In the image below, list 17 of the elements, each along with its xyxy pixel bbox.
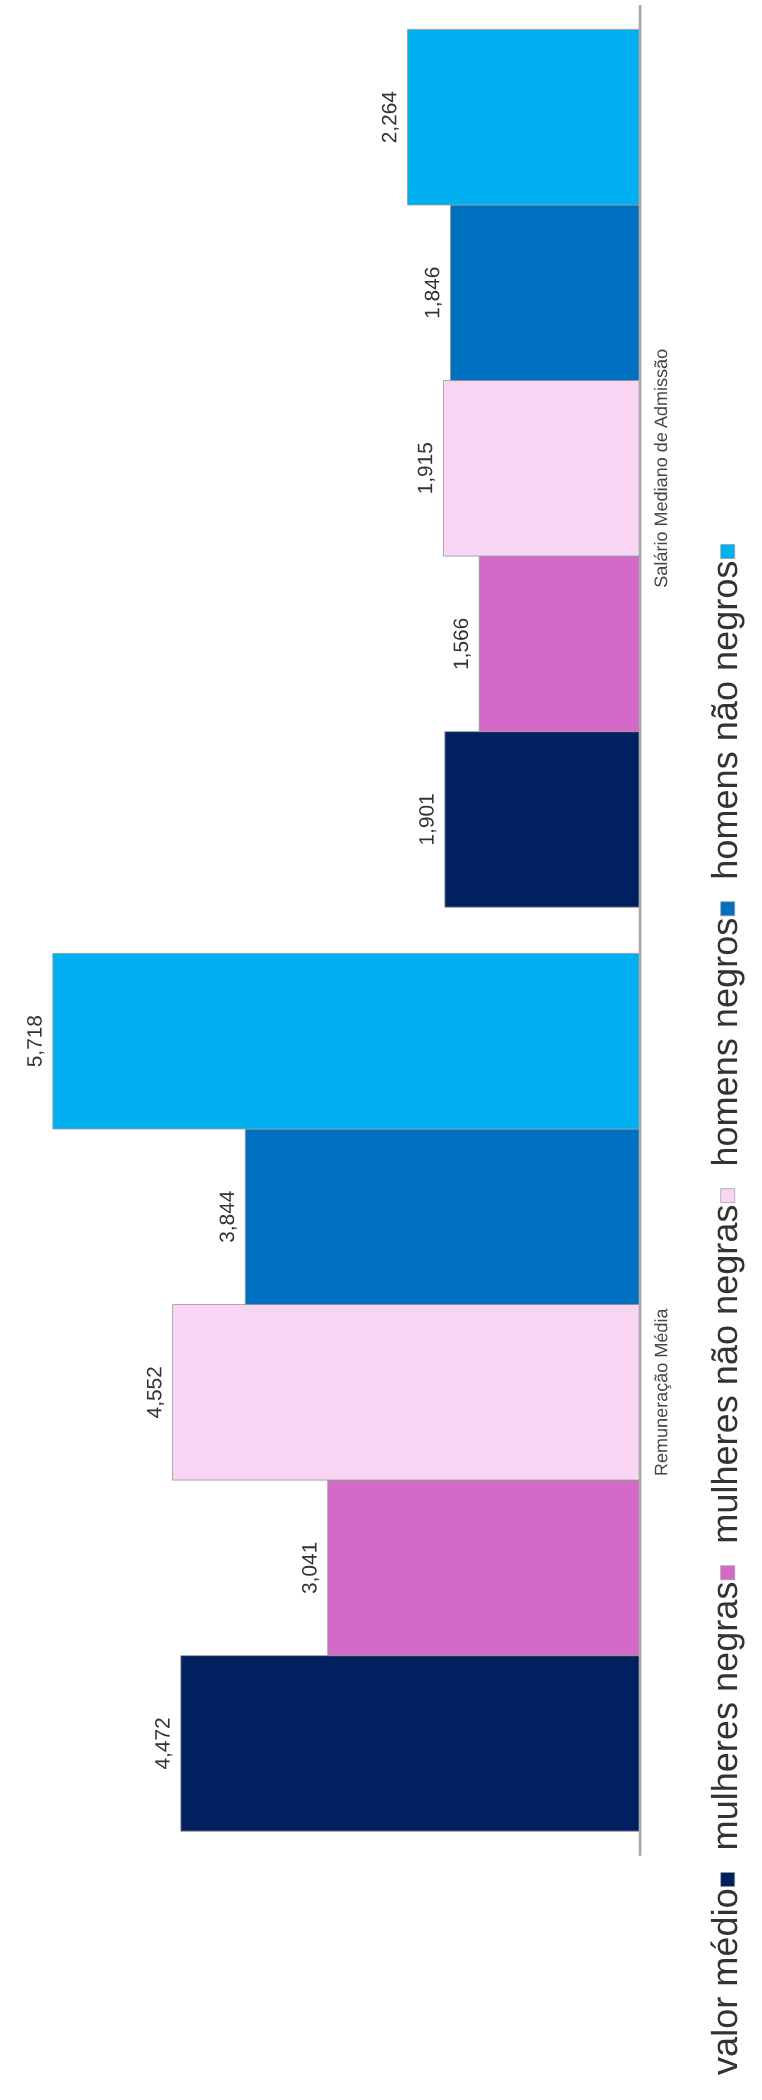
data-label: 4,552 [146, 1367, 164, 1418]
data-label: 1,566 [453, 618, 471, 669]
legend-label: mulheres não negras [710, 1205, 745, 1542]
y-tick-label: Salário Mediano de Admissão [653, 349, 668, 587]
data-label: 5,718 [27, 1016, 45, 1067]
data-label: 2,264 [381, 91, 399, 143]
data-label: 3,041 [301, 1542, 320, 1594]
data-label: 3,844 [219, 1191, 237, 1243]
y-tick-label: Remuneração Média [653, 1308, 672, 1475]
data-label: 1,846 [424, 267, 442, 318]
data-label: 1,901 [419, 794, 437, 844]
legend-label: homens negros [710, 919, 745, 1165]
data-label: 1,915 [417, 443, 435, 493]
legend-label: homens não negros [710, 561, 745, 878]
data-label: 4,472 [155, 1718, 173, 1770]
legend-label: mulheres negras [710, 1582, 745, 1849]
legend-label: valor médio [710, 1889, 738, 2075]
